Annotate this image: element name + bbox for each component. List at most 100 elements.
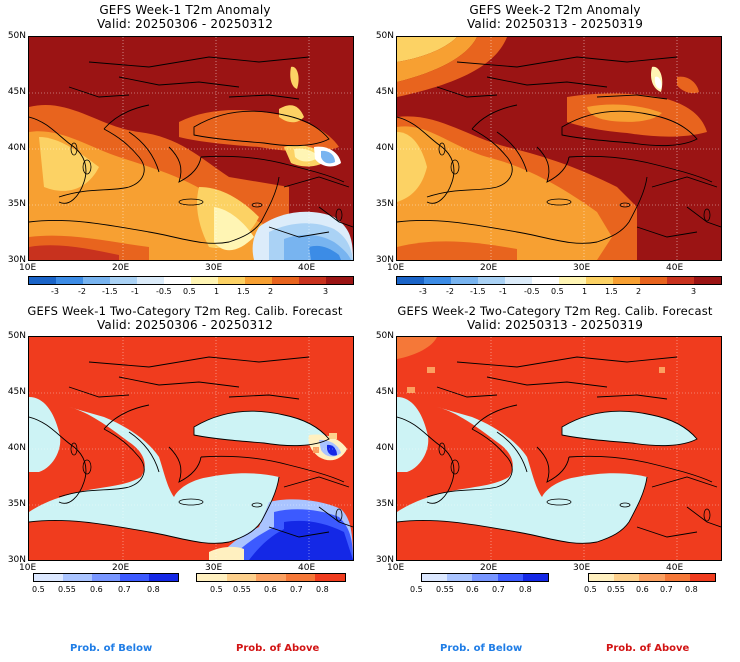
lat-label: 30N	[375, 555, 394, 565]
colorbar-tick: 0.7	[290, 585, 303, 594]
colorbar-tick: 0.55	[436, 585, 454, 594]
probability-map	[396, 336, 722, 561]
lat-label: 40N	[375, 443, 394, 453]
colorbar-tick: 0.7	[660, 585, 673, 594]
lat-label: 40N	[7, 443, 26, 453]
colorbar-tick: 0.7	[492, 585, 505, 594]
lon-label: 40E	[666, 263, 684, 273]
colorbar-tick: 0.8	[316, 585, 329, 594]
colorbar-swatch	[191, 277, 218, 284]
prob-below-label: Prob. of Below	[70, 643, 153, 654]
lon-label: 10E	[387, 263, 405, 273]
probability-map	[28, 336, 354, 561]
lon-label: 20E	[480, 563, 498, 573]
colorbar-swatch	[613, 277, 640, 284]
lon-label: 10E	[19, 263, 37, 273]
panel-title: GEFS Week-2 T2m Anomaly	[469, 3, 641, 17]
colorbar-tick: -3	[419, 287, 427, 296]
colorbar-swatch	[424, 277, 451, 284]
lat-label: 45N	[375, 87, 394, 97]
colorbar-swatch	[472, 574, 498, 581]
panel-title: GEFS Week-1 Two-Category T2m Reg. Calib.…	[27, 304, 343, 318]
prob-above-label: Prob. of Above	[606, 643, 690, 654]
colorbar-tick: -2	[446, 287, 454, 296]
colorbar-tick: 0.5	[183, 287, 196, 296]
colorbar-swatch	[522, 574, 549, 581]
panel-valid-dates: Valid: 20250313 - 20250319	[466, 318, 644, 332]
colorbar-tick: 0.5	[32, 585, 45, 594]
panel-valid-dates: Valid: 20250306 - 20250312	[96, 318, 274, 332]
lon-label: 30E	[205, 263, 223, 273]
colorbar-swatch	[110, 277, 137, 284]
panel-valid-dates: Valid: 20250306 - 20250312	[96, 17, 274, 31]
colorbar-swatch	[315, 574, 345, 581]
colorbar-tick: -0.5	[524, 287, 540, 296]
colorbar-swatch	[56, 277, 83, 284]
colorbar-tick: 2	[636, 287, 642, 296]
colorbar-swatch	[505, 277, 532, 284]
lat-label: 50N	[375, 31, 394, 41]
lat-label: 30N	[375, 255, 394, 265]
colorbar-tick: 0.55	[607, 585, 625, 594]
lat-label: 45N	[375, 387, 394, 397]
colorbar-swatch	[83, 277, 110, 284]
colorbar-swatch	[326, 277, 353, 284]
colorbar-tick: -1	[499, 287, 507, 296]
colorbar-swatch	[451, 277, 478, 284]
colorbar-tick: 1	[582, 287, 588, 296]
colorbar-tick: 0.6	[636, 585, 649, 594]
colorbar-swatch	[397, 277, 424, 284]
colorbar-tick: 1.5	[237, 287, 250, 296]
lat-label: 50N	[7, 31, 26, 41]
colorbar-swatch	[667, 277, 694, 284]
lon-label: 30E	[205, 563, 223, 573]
colorbar-swatch	[664, 574, 690, 581]
lon-label: 30E	[573, 263, 591, 273]
lat-label: 30N	[7, 255, 26, 265]
colorbar-tick: -2	[78, 287, 86, 296]
colorbar-tick: 0.7	[118, 585, 131, 594]
colorbar-tick: 1	[214, 287, 220, 296]
lat-label: 50N	[375, 331, 394, 341]
colorbar-swatch	[245, 277, 272, 284]
colorbar-swatch	[589, 574, 615, 581]
colorbar-tick: 0.5	[410, 585, 423, 594]
colorbar-tick: 3	[691, 287, 697, 296]
lon-label: 40E	[666, 563, 684, 573]
panel-week2-anomaly: GEFS Week-2 T2m Anomaly Valid: 20250313 …	[370, 0, 740, 300]
colorbar-swatch	[614, 574, 640, 581]
lat-label: 35N	[7, 199, 26, 209]
above-colorbar	[588, 573, 716, 582]
anomaly-colorbar	[396, 276, 722, 285]
colorbar-swatch	[62, 574, 92, 581]
colorbar-swatch	[694, 277, 721, 284]
panel-week2-probability: GEFS Week-2 Two-Category T2m Reg. Calib.…	[370, 300, 740, 662]
colorbar-swatch	[272, 277, 299, 284]
colorbar-swatch	[149, 574, 178, 581]
below-colorbar	[33, 573, 179, 582]
panel-week1-probability: GEFS Week-1 Two-Category T2m Reg. Calib.…	[0, 300, 370, 662]
lon-label: 40E	[298, 263, 316, 273]
anomaly-map	[28, 36, 354, 261]
lon-label: 20E	[112, 563, 130, 573]
colorbar-tick: 0.55	[58, 585, 76, 594]
lat-label: 40N	[375, 143, 394, 153]
lon-label: 10E	[19, 563, 37, 573]
colorbar-tick: 0.6	[90, 585, 103, 594]
below-colorbar	[421, 573, 549, 582]
lon-label: 10E	[387, 563, 405, 573]
lat-label: 45N	[7, 387, 26, 397]
panel-title: GEFS Week-2 Two-Category T2m Reg. Calib.…	[397, 304, 713, 318]
colorbar-swatch	[639, 574, 665, 581]
prob-below-label: Prob. of Below	[440, 643, 523, 654]
colorbar-tick: 0.55	[233, 585, 251, 594]
lat-label: 30N	[7, 555, 26, 565]
lat-label: 40N	[7, 143, 26, 153]
colorbar-tick: -1.5	[102, 287, 118, 296]
colorbar-swatch	[586, 277, 613, 284]
lat-label: 45N	[7, 87, 26, 97]
colorbar-swatch	[559, 277, 586, 284]
colorbar-tick: 0.6	[264, 585, 277, 594]
colorbar-tick: 0.8	[685, 585, 698, 594]
colorbar-swatch	[497, 574, 523, 581]
